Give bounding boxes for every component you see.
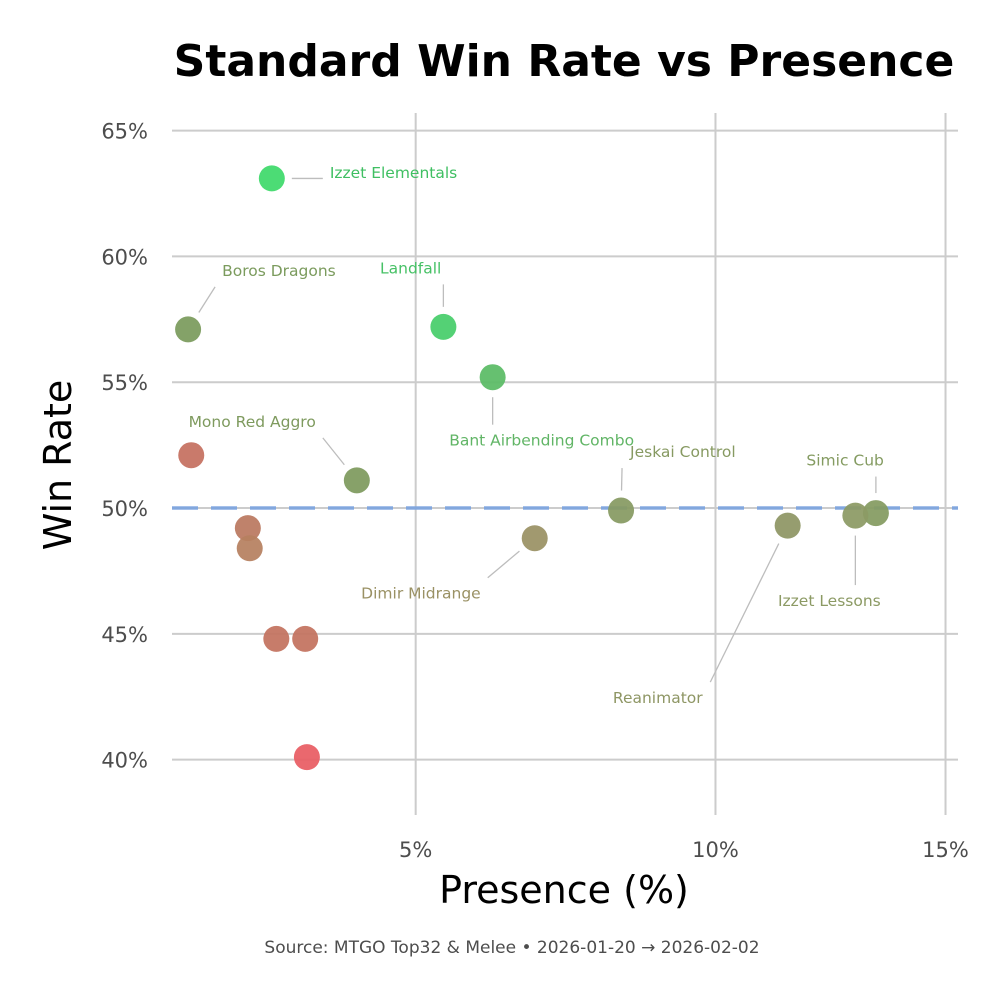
point-label: Izzet Elementals (330, 164, 457, 182)
y-tick-label: 55% (101, 371, 148, 395)
data-point (175, 316, 202, 343)
data-points (175, 165, 889, 771)
data-point (293, 744, 320, 771)
chart-title: Standard Win Rate vs Presence (174, 36, 955, 87)
data-point (178, 442, 205, 469)
point-label: Landfall (380, 259, 441, 277)
leader-lines (198, 177, 877, 683)
y-tick-label: 65% (101, 120, 148, 144)
data-point (258, 165, 285, 192)
point-label: Jeskai Control (629, 443, 736, 461)
point-labels: Izzet Elementals Boros Dragons Landfall Ban… (189, 164, 884, 707)
point-label: Reanimator (613, 689, 703, 707)
y-tick-label: 60% (101, 245, 148, 269)
point-label: Bant Airbending Combo (449, 432, 634, 450)
point-label: Simic Cub (806, 452, 884, 470)
point-label: Dimir Midrange (361, 585, 481, 603)
leader-line (620, 468, 623, 491)
data-point (263, 625, 290, 652)
tick-labels: 40% 45% 50% 55% 60% 65% 5% 10% 15% (101, 120, 969, 862)
x-tick-label: 5% (399, 838, 432, 862)
y-tick-label: 45% (101, 623, 148, 647)
x-tick-label: 15% (922, 838, 969, 862)
leader-line (487, 550, 520, 579)
point-label: Boros Dragons (222, 262, 336, 280)
data-point (343, 467, 370, 494)
data-point (608, 497, 635, 524)
data-point (236, 535, 263, 562)
x-axis-title: Presence (%) (439, 868, 689, 912)
data-point (479, 364, 506, 391)
y-tick-label: 50% (101, 497, 148, 521)
leader-line (709, 543, 780, 683)
data-point (234, 515, 261, 542)
data-point (774, 512, 801, 539)
data-point (862, 500, 889, 527)
source-caption: Source: MTGO Top32 & Melee • 2026-01-20 … (264, 938, 759, 958)
data-point (842, 502, 869, 529)
point-label: Mono Red Aggro (189, 413, 316, 431)
leader-line (322, 437, 345, 466)
point-label: Izzet Lessons (778, 592, 881, 610)
y-axis-title: Win Rate (36, 380, 80, 551)
leader-line (198, 286, 216, 313)
data-point (430, 313, 457, 340)
data-point (292, 625, 319, 652)
data-point (521, 525, 548, 552)
x-tick-label: 10% (692, 838, 739, 862)
y-tick-label: 40% (101, 749, 148, 773)
